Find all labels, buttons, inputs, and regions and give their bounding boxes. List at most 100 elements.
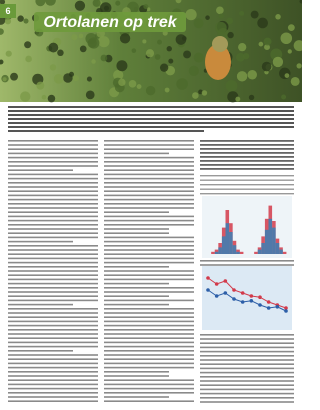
text-line [104,203,194,205]
text-line [200,260,294,262]
text-line [104,274,194,276]
text-line [8,321,98,323]
text-line [8,371,98,373]
leaf [291,77,300,86]
text-line [104,165,194,167]
text-line [200,152,294,154]
text-line [104,220,194,222]
leaf [73,75,79,81]
text-line [8,396,98,398]
text-line [200,376,294,378]
text-line [8,126,294,128]
leaf [63,73,73,83]
text-line [8,262,98,264]
text-line [104,287,194,289]
text-line [200,372,294,374]
leaf [17,15,23,21]
text-line [8,190,98,192]
text-line [8,342,98,344]
text-line [8,384,98,386]
text-line [104,211,169,213]
text-line [104,232,169,234]
leaf [101,55,108,62]
text-line [8,207,98,209]
leaf [160,63,168,71]
text-line [104,396,169,398]
text-line [8,203,98,205]
text-line [104,279,194,281]
leaf [98,36,109,47]
text-line [104,144,194,146]
text-line [104,325,194,327]
histogram-bar [240,252,244,254]
text-line [104,266,169,268]
histogram-bar [236,252,240,254]
text-line [8,211,98,213]
leaf [288,24,295,31]
leaf [262,62,272,72]
text-line [104,195,194,197]
series-point [267,300,271,304]
leaf [48,95,56,103]
leaf [86,91,95,100]
leaf [264,38,272,46]
series-point [232,288,236,292]
histogram-bar [215,252,219,254]
text-line [8,291,98,293]
text-line [8,144,98,146]
leaf [167,46,172,51]
leaf [5,18,11,24]
text-line [8,300,98,302]
text-line [200,144,294,146]
text-line [8,195,98,197]
text-line [200,401,294,403]
text-line [8,249,98,251]
histogram-bar [283,252,287,254]
text-line [8,216,98,218]
histogram-bar [258,250,262,254]
text-line [8,304,73,306]
text-line [104,190,194,192]
text-line [104,358,194,360]
text-line [8,232,98,234]
title: Ortolanen op trek [43,14,177,31]
text-line [200,148,294,150]
leaf [194,53,204,63]
leaf [185,9,196,20]
series-point [267,306,271,310]
leaf [142,39,146,43]
leaf [176,78,188,90]
text-line [104,186,194,188]
text-line [200,351,294,353]
leaf [168,59,173,64]
series-point [224,279,228,283]
text-line [104,367,194,369]
text-line [200,264,294,266]
text-line [200,384,294,386]
leaf [23,19,28,24]
leaf [205,15,210,20]
text-line [200,359,294,361]
text-line [104,241,194,243]
text-line [104,316,194,318]
leaf [118,79,125,86]
leaf [24,41,31,48]
leaf [54,74,64,84]
text-line [200,368,294,370]
histogram-bar [265,230,269,254]
text-line [104,392,194,394]
histogram-bar [218,247,222,254]
leaf [281,32,293,44]
leaf [155,54,161,60]
text-line [8,165,98,167]
text-line [104,157,194,159]
text-line [8,174,98,176]
text-line [104,216,194,218]
text-line [200,184,294,185]
leaf [285,73,290,78]
text-line [200,193,294,194]
text-line [200,175,294,176]
text-line [8,274,98,276]
series-point [258,295,262,299]
text-line [8,157,98,159]
